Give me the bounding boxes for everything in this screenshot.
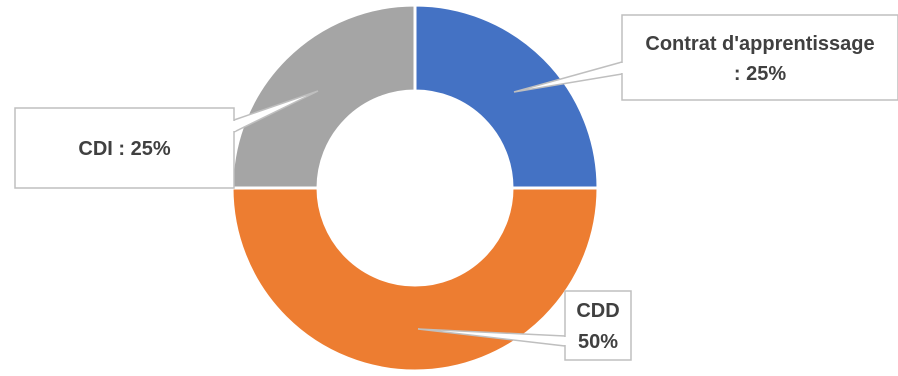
callout-cdd: CDD 50% — [417, 290, 632, 361]
callout-box — [621, 14, 898, 101]
callout-label-line: CDD — [576, 300, 619, 322]
donut-slice-contrat-d-apprentissage — [413, 3, 600, 190]
callout-label-line: 50% — [578, 331, 618, 353]
callout-cdi: CDI : 25% — [14, 90, 319, 189]
donut-slice-cdd — [230, 186, 600, 373]
callouts-layer: Contrat d'apprentissage : 25% CDD 50% CDI : … — [14, 14, 898, 361]
callout-box — [564, 290, 632, 361]
callout-label-line: CDI : 25% — [78, 138, 170, 160]
callout-label-line: : 25% — [734, 63, 786, 85]
callout-box — [14, 107, 235, 189]
callout-label-line: Contrat d'apprentissage — [645, 33, 874, 55]
donut-slice-cdi — [230, 3, 417, 190]
callout-contrat-d-apprentissage: Contrat d'apprentissage : 25% — [513, 14, 898, 101]
slices-layer — [230, 3, 600, 373]
